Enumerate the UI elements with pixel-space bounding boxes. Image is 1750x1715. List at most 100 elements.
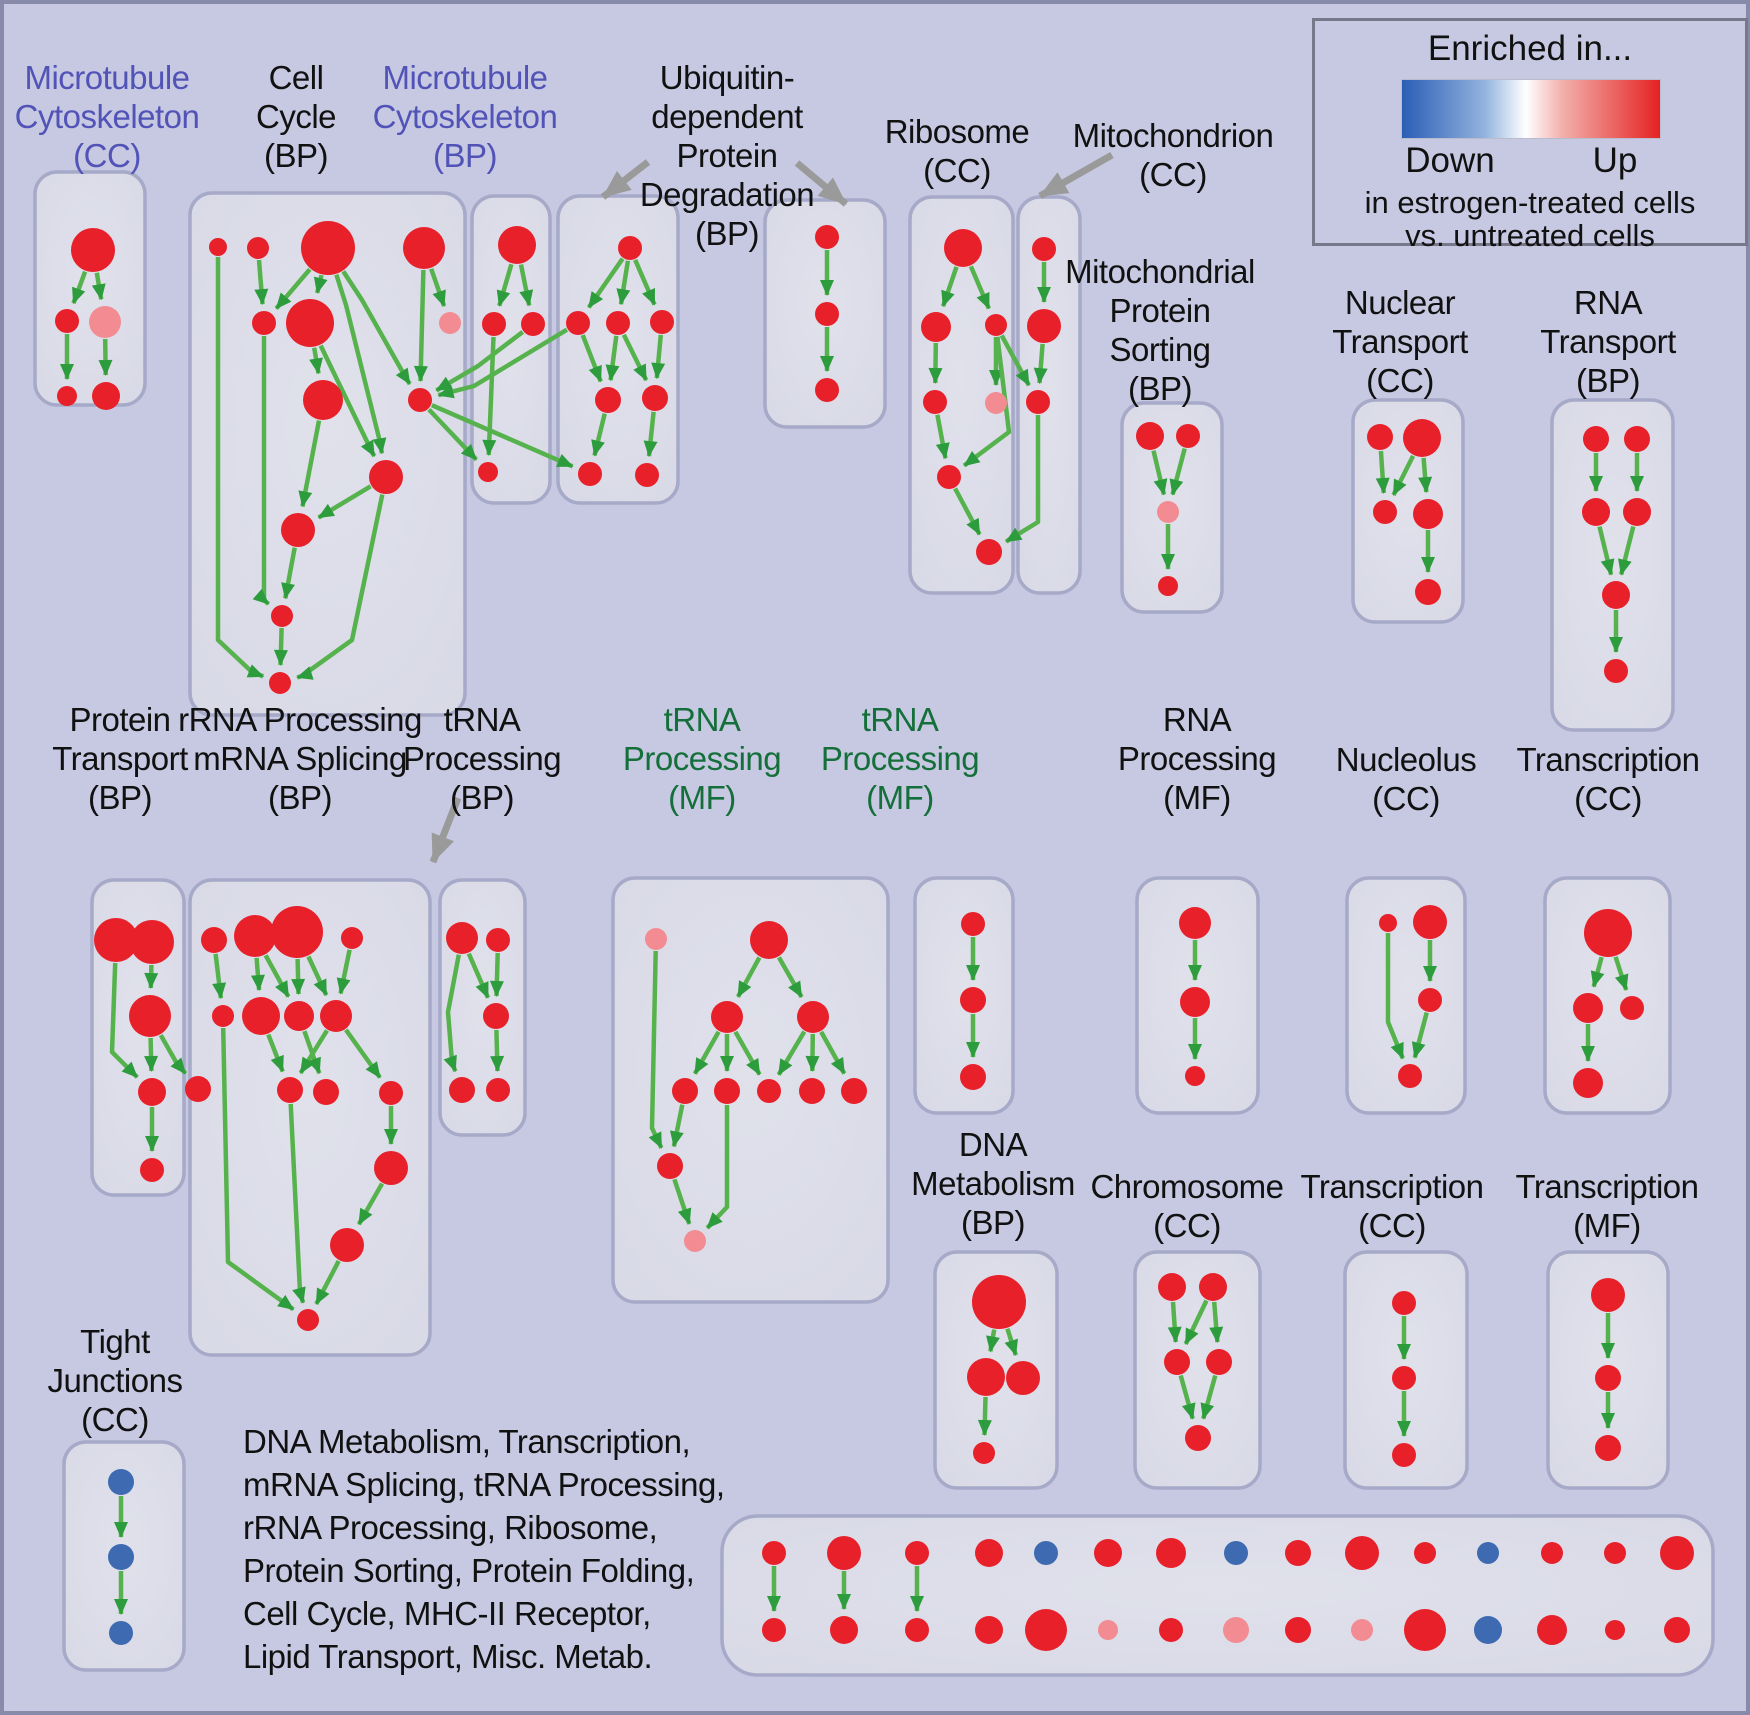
node-mt2 xyxy=(482,312,506,336)
edge-ub2-ub5 xyxy=(580,334,603,383)
node-tm3 xyxy=(711,1001,743,1033)
node-w2b xyxy=(830,1616,858,1644)
edge-rt4-rt5 xyxy=(1618,525,1636,576)
node-w6b xyxy=(1098,1620,1118,1640)
box-transcription-cc-mid xyxy=(1543,876,1672,1115)
node-ub3 xyxy=(606,311,630,335)
edge-tm2-tm3 xyxy=(736,956,762,998)
node-pt2 xyxy=(130,920,174,964)
edge-cc6-cc8 xyxy=(309,347,323,375)
node-w12b xyxy=(1474,1616,1502,1644)
node-w15b xyxy=(1664,1617,1690,1643)
node-w14b xyxy=(1605,1620,1625,1640)
edge-rr8-rr12 xyxy=(344,1028,382,1079)
node-tm9 xyxy=(841,1078,867,1104)
node-tm4 xyxy=(797,1001,829,1033)
node-t31 xyxy=(1392,1291,1416,1315)
node-rr6 xyxy=(242,997,280,1035)
edge-dm1-dm2 xyxy=(986,1329,1000,1353)
legend-down-label: Down xyxy=(1405,141,1495,180)
edge-rr2-rr7 xyxy=(263,954,291,998)
edge-pt3-rr9 xyxy=(158,1034,188,1075)
node-w1b xyxy=(762,1618,786,1642)
edge-tm3-tm7 xyxy=(733,1030,762,1076)
label-protein-transport-bp: Protein Transport (BP) xyxy=(52,701,188,816)
edge-mt1-mt2 xyxy=(496,263,514,307)
edge-ms2-ms3 xyxy=(1169,448,1187,496)
legend: Enriched in... Down Up in estrogen-treat… xyxy=(1312,18,1748,253)
label-tight-junctions-cc: Tight Junctions (CC) xyxy=(47,1323,183,1438)
edge-tm2-tm4 xyxy=(776,956,804,999)
label-dna-metabolism-bp: DNA Metabolism (BP) xyxy=(911,1126,1075,1241)
node-w13t xyxy=(1541,1542,1563,1564)
edge-rb1-rb2 xyxy=(940,266,959,308)
node-t33 xyxy=(1392,1443,1416,1467)
node-w10b xyxy=(1351,1619,1373,1641)
edge-rr2-rr6 xyxy=(250,957,265,992)
edge-tm5-tm10 xyxy=(669,1104,685,1148)
shared-clusters-text: DNA Metabolism, Transcription, mRNA Spli… xyxy=(243,1423,725,1675)
node-dm3 xyxy=(1006,1361,1040,1395)
edge-ub4-ub6 xyxy=(651,334,666,380)
edge-rb1-rb3 xyxy=(968,265,991,310)
node-mt3 xyxy=(521,312,545,336)
node-nt2 xyxy=(1403,419,1441,457)
node-tj2 xyxy=(108,1544,134,1570)
node-dm4 xyxy=(973,1442,995,1464)
node-tc1 xyxy=(1584,909,1632,957)
node-mc3 xyxy=(89,306,121,338)
label-rna-processing-mf: RNA Processing (MF) xyxy=(1117,701,1277,816)
node-ms3 xyxy=(1157,501,1179,523)
node-tm2 xyxy=(750,921,788,959)
node-rt6 xyxy=(1604,659,1628,683)
node-w5b xyxy=(1025,1609,1067,1651)
edge-rr10-rr15 xyxy=(288,1103,306,1304)
node-ms4 xyxy=(1158,576,1178,596)
node-rb2 xyxy=(921,312,951,342)
node-w8b xyxy=(1223,1617,1249,1643)
node-rb5 xyxy=(985,392,1007,414)
edge-mt3-cc9 xyxy=(435,330,525,393)
node-rb1 xyxy=(944,229,982,267)
node-w10t xyxy=(1345,1536,1379,1570)
edge-ub5-ub7 xyxy=(591,413,607,457)
node-rt3 xyxy=(1582,498,1610,526)
node-tc4 xyxy=(1573,1068,1603,1098)
edge-nc3-nc4 xyxy=(1411,1012,1429,1059)
node-tc2 xyxy=(1573,993,1603,1023)
node-rb4 xyxy=(923,390,947,414)
edge-cc9-mt4 xyxy=(427,407,478,462)
node-tb4 xyxy=(449,1077,475,1103)
node-ch3 xyxy=(1164,1349,1190,1375)
node-tc3 xyxy=(1620,996,1644,1020)
label-ubiquitin-degradation-bp: Ubiquitin- dependent Protein Degradation… xyxy=(639,59,815,252)
node-rp1 xyxy=(1179,907,1211,939)
node-tb5 xyxy=(486,1078,510,1102)
edge-mt1-mt3 xyxy=(518,264,534,307)
node-w2t xyxy=(827,1536,861,1570)
node-ub5 xyxy=(595,387,621,413)
node-rr12 xyxy=(379,1081,403,1105)
annotation-arrow-trna-bp xyxy=(429,796,462,864)
node-ub2 xyxy=(566,311,590,335)
edge-rb3-mi3 xyxy=(999,334,1031,387)
node-rr3 xyxy=(271,906,323,958)
node-mi1 xyxy=(1032,237,1056,261)
edge-rr4-rr8 xyxy=(336,949,352,995)
node-dm1 xyxy=(972,1275,1026,1329)
node-ub7 xyxy=(578,462,602,486)
edge-ub3-ub5 xyxy=(605,335,620,382)
edge-tb2-tb3 xyxy=(489,952,504,997)
label-nucleolus-cc: Nucleolus (CC) xyxy=(1335,741,1477,817)
node-rr4 xyxy=(341,927,363,949)
node-tm11 xyxy=(684,1230,706,1252)
edge-tm10-tm11 xyxy=(672,1178,692,1225)
edge-pt1-pt4 xyxy=(109,962,139,1079)
node-pt1 xyxy=(94,918,138,962)
node-ch1 xyxy=(1158,1273,1186,1301)
edge-mi2-mi3 xyxy=(1033,343,1048,385)
edge-tc1-tc2 xyxy=(1590,956,1605,988)
edge-mt2-mt4 xyxy=(482,336,497,456)
node-rb3 xyxy=(985,314,1007,336)
